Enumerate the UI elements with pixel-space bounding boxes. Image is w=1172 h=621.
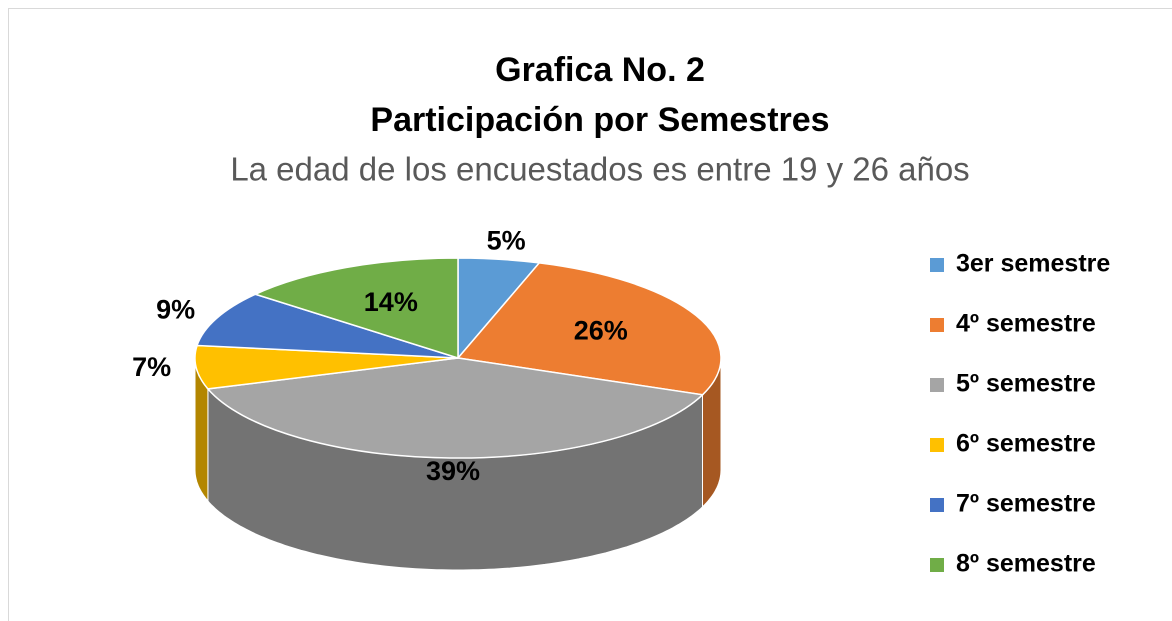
legend-label: 6º semestre (956, 430, 1096, 458)
slice (194, 344, 459, 390)
data-label: 39% (426, 456, 480, 486)
chart-title: Grafica No. 2 (495, 51, 705, 89)
legend-label: 5º semestre (956, 370, 1096, 398)
chart-subtitle: La edad de los encuestados es entre 19 y… (230, 151, 969, 188)
legend-swatch (930, 378, 944, 392)
legend-swatch (930, 258, 944, 272)
data-label: 26% (574, 316, 628, 346)
legend-swatch (930, 498, 944, 512)
data-label: 7% (132, 352, 171, 382)
slice (456, 262, 722, 396)
data-label: 14% (364, 287, 418, 317)
legend-label: 3er semestre (956, 250, 1110, 278)
legend-swatch (930, 438, 944, 452)
data-label: 5% (487, 226, 526, 256)
legend-label: 4º semestre (956, 310, 1096, 338)
legend-label: 7º semestre (956, 490, 1096, 518)
data-label: 9% (156, 295, 195, 325)
slice (253, 257, 459, 360)
slice (206, 357, 705, 459)
legend-swatch (930, 558, 944, 572)
chart-title: Participación por Semestres (370, 101, 829, 139)
slice (196, 293, 459, 359)
legend-swatch (930, 318, 944, 332)
legend-label: 8º semestre (956, 550, 1096, 578)
